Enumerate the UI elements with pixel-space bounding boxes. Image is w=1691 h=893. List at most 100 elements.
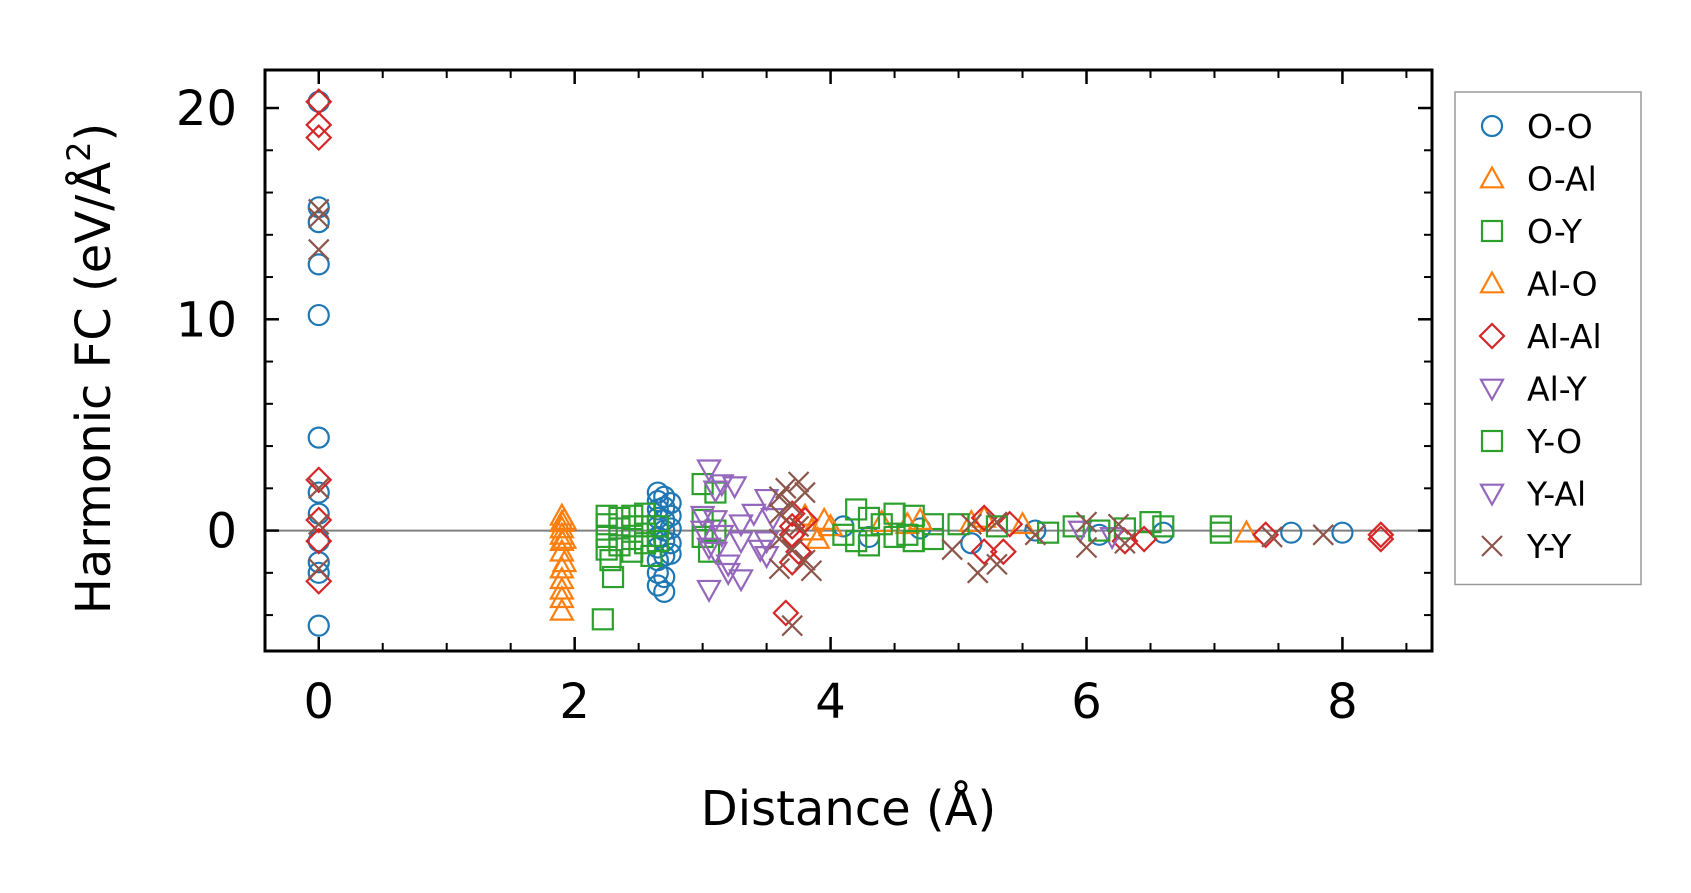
data-point (307, 238, 330, 261)
data-point (1009, 510, 1036, 535)
legend-entry-y-al: Y-Al (1479, 475, 1586, 514)
data-point (696, 459, 722, 483)
y-tick-label: 20 (176, 81, 237, 137)
legend-marker (1481, 535, 1503, 557)
data-point (868, 508, 895, 533)
data-point (307, 513, 330, 536)
data-point (845, 498, 868, 521)
y-tick-label: 0 (206, 504, 237, 560)
data-point (870, 513, 893, 536)
data-point (778, 512, 806, 540)
data-point (728, 514, 754, 538)
data-point (728, 531, 754, 555)
data-point (1024, 519, 1047, 542)
series-y-y (307, 198, 1335, 637)
data-point (601, 565, 625, 589)
data-point (832, 523, 855, 546)
data-point (970, 538, 998, 566)
data-point (640, 544, 663, 568)
data-point (800, 559, 823, 582)
data-point (548, 527, 575, 552)
y-axis-title-main: Harmonic FC (eV/Å (65, 162, 122, 615)
x-tick-label: 0 (303, 674, 334, 730)
data-point (781, 538, 803, 561)
data-point (1233, 519, 1260, 543)
data-point (781, 614, 803, 637)
y-axis-title-close: ) (66, 123, 122, 142)
data-point (747, 539, 774, 563)
data-point (548, 597, 575, 621)
data-point (646, 530, 669, 553)
legend-marker (1480, 219, 1504, 243)
data-point (697, 540, 721, 563)
data-point (896, 523, 919, 546)
legend-entry-o-o: O-O (1480, 107, 1593, 146)
data-point (715, 562, 742, 587)
data-point (753, 531, 780, 555)
data-point (1114, 532, 1136, 555)
data-point (305, 527, 333, 555)
data-point (794, 481, 816, 504)
data-point (548, 584, 575, 609)
legend-label: Al-Y (1527, 370, 1588, 409)
data-point (1152, 515, 1175, 538)
data-point (307, 211, 330, 234)
data-point (1367, 521, 1395, 549)
data-point (970, 504, 998, 532)
data-point (1075, 536, 1098, 559)
data-point (775, 477, 797, 500)
data-markers (305, 88, 1395, 637)
data-point (702, 510, 729, 534)
legend-label: O-Y (1527, 212, 1583, 251)
data-point (986, 553, 1008, 576)
data-point (307, 614, 330, 637)
data-point (696, 537, 722, 561)
data-point (947, 513, 970, 536)
data-point (787, 471, 810, 493)
data-point (689, 520, 716, 544)
data-point (307, 481, 330, 504)
data-point (696, 579, 722, 603)
legend-entry-al-o: Al-O (1479, 265, 1598, 304)
series-al-y (689, 488, 1125, 603)
data-point (1107, 513, 1130, 536)
legend-marker (1479, 165, 1505, 189)
data-point (305, 111, 333, 139)
data-point (633, 532, 657, 555)
data-point (307, 561, 330, 584)
data-point (551, 525, 578, 549)
data-point (1075, 511, 1098, 533)
data-point (721, 476, 748, 500)
y-axis-title: Harmonic FC (eV/Å2) (60, 123, 122, 615)
data-point (728, 569, 754, 593)
data-point (307, 557, 330, 580)
data-point (307, 426, 330, 449)
y-tick-labels: 0 10 20 (176, 81, 237, 560)
data-point (633, 502, 657, 525)
x-tick-labels: 0 2 4 6 8 (303, 674, 1357, 730)
data-point (653, 565, 676, 589)
data-point (708, 524, 735, 549)
data-point (305, 466, 333, 494)
data-point (989, 538, 1017, 566)
data-point (621, 527, 644, 551)
data-point (548, 515, 575, 539)
legend-marker (1478, 322, 1506, 350)
data-point (595, 513, 618, 536)
data-point (307, 477, 330, 500)
data-point (921, 513, 945, 536)
data-point (704, 519, 727, 542)
data-point (768, 502, 791, 525)
series-y-o (646, 513, 1175, 553)
legend-label: Y-Al (1526, 475, 1586, 514)
data-point (966, 562, 989, 584)
legend-entry-al-al: Al-Al (1478, 317, 1602, 356)
series-y-al (696, 459, 774, 593)
data-point (621, 515, 644, 538)
data-point (996, 510, 1024, 538)
data-point (307, 207, 330, 229)
data-point (307, 253, 330, 276)
data-point (857, 534, 881, 557)
y-tick-label: 10 (176, 292, 237, 348)
